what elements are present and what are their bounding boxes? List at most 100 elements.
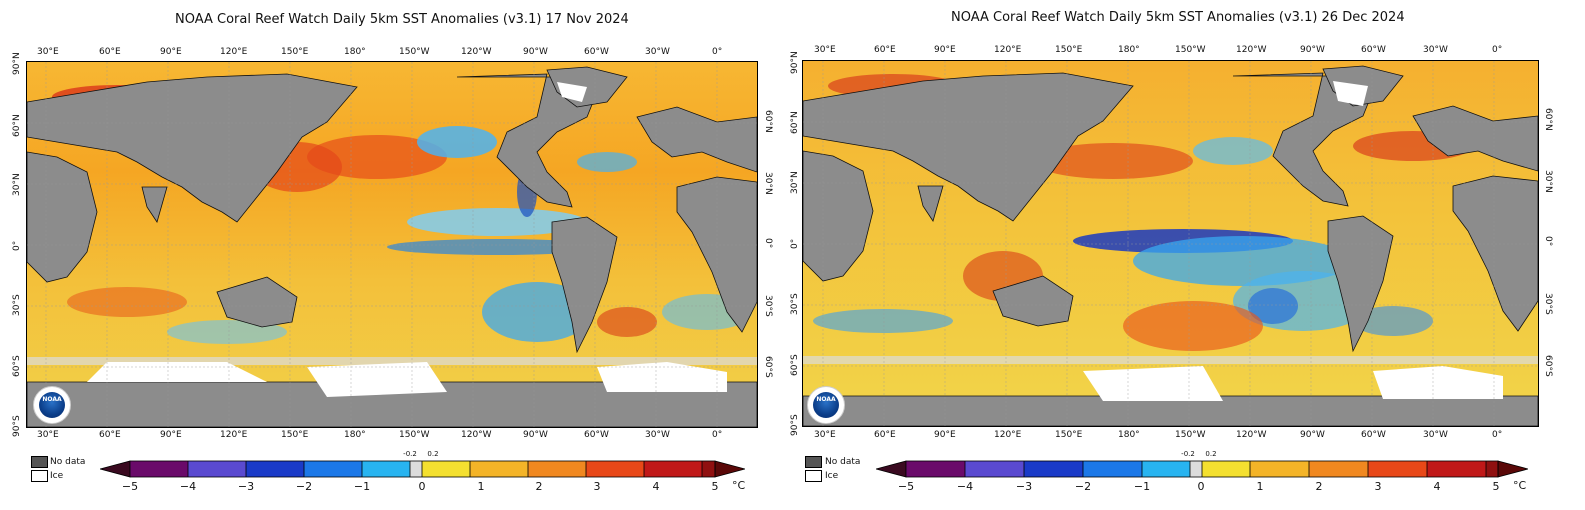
lon-tick: 30°W	[645, 47, 670, 57]
colorbar-tick: 1	[477, 480, 485, 493]
lon-tick: 90°E	[160, 47, 182, 57]
colorbar-tick: 4	[652, 480, 660, 493]
noaa-logo: NOAA	[33, 386, 71, 424]
ice-swatch	[805, 470, 822, 482]
lat-tick: 0°	[1543, 236, 1553, 247]
lon-tick: 180°	[1118, 430, 1140, 440]
colorbar-tick: 4	[1433, 480, 1441, 493]
lat-tick: 30°N	[790, 171, 800, 194]
lat-tick: 60°N	[1543, 108, 1553, 131]
colorbar-tick: 0	[418, 480, 426, 493]
lat-tick: 60°N	[790, 111, 800, 134]
colorbar-tick: 0	[1197, 480, 1205, 493]
sst-anomaly-map: NOAA	[802, 60, 1539, 427]
colorbar-small-tick: -0.2	[1181, 450, 1195, 458]
lon-tick: 180°	[1118, 45, 1140, 55]
colorbar	[876, 460, 1528, 478]
noaa-logo: NOAA	[807, 386, 845, 424]
land	[803, 65, 1538, 426]
lon-tick: 120°E	[220, 47, 248, 57]
lat-tick: 30°S	[790, 293, 800, 315]
lon-tick: 150°W	[399, 47, 430, 57]
no-data-swatch	[31, 456, 48, 468]
lat-tick: 0°	[763, 238, 773, 249]
colorbar-unit: °C	[1513, 479, 1527, 492]
lat-tick: 90°N	[790, 51, 800, 74]
lon-tick: 30°E	[37, 47, 59, 57]
lon-tick: 120°E	[220, 430, 248, 440]
lon-tick: 120°W	[1236, 430, 1267, 440]
lat-tick: 60°S	[1543, 355, 1553, 377]
lon-tick: 150°E	[281, 47, 309, 57]
colorbar	[100, 460, 745, 478]
colorbar-tick: −2	[1074, 480, 1092, 493]
lat-tick: 60°S	[12, 355, 22, 377]
graticule	[27, 62, 757, 427]
colorbar-small-tick: -0.2	[403, 450, 417, 458]
lon-tick: 90°W	[1300, 45, 1325, 55]
map-panel-right: NOAA Coral Reef Watch Daily 5km SST Anom…	[778, 0, 1578, 510]
lon-tick: 0°	[1492, 430, 1503, 440]
lon-tick: 60°W	[584, 430, 609, 440]
lon-tick: 90°E	[934, 430, 956, 440]
lon-tick: 180°	[344, 47, 366, 57]
lat-tick: 60°N	[12, 114, 22, 137]
lon-tick: 180°	[344, 430, 366, 440]
lon-tick: 120°W	[461, 47, 492, 57]
lon-tick: 150°W	[399, 430, 430, 440]
lon-tick: 120°W	[1236, 45, 1267, 55]
colorbar-tick: −2	[295, 480, 313, 493]
lat-tick: 30°N	[12, 173, 22, 196]
colorbar-tick: −1	[353, 480, 371, 493]
lon-tick: 120°W	[461, 430, 492, 440]
lon-tick: 60°E	[874, 430, 896, 440]
map-canvas	[803, 61, 1538, 426]
lat-tick: 60°S	[763, 356, 773, 378]
lon-tick: 30°W	[645, 430, 670, 440]
lon-tick: 60°E	[874, 45, 896, 55]
lon-tick: 60°W	[1361, 430, 1386, 440]
map-canvas	[27, 62, 757, 427]
colorbar-tick: −3	[1015, 480, 1033, 493]
lon-tick: 150°E	[1055, 45, 1083, 55]
ice-label: Ice	[825, 471, 839, 481]
lat-tick: 60°N	[763, 110, 773, 133]
map-panel-left: NOAA Coral Reef Watch Daily 5km SST Anom…	[0, 0, 785, 510]
lon-tick: 60°E	[99, 430, 121, 440]
map-title: NOAA Coral Reef Watch Daily 5km SST Anom…	[951, 10, 1405, 25]
ice-swatch	[31, 470, 48, 482]
lon-tick: 30°E	[37, 430, 59, 440]
noaa-logo-text: NOAA	[816, 396, 836, 403]
colorbar-tick: −4	[179, 480, 197, 493]
colorbar-tick: −5	[121, 480, 139, 493]
lat-tick: 30°S	[12, 294, 22, 316]
colorbar-tick: 5	[1492, 480, 1500, 493]
colorbar-tick: −1	[1133, 480, 1151, 493]
lat-tick: 30°N	[1543, 170, 1553, 193]
colorbar-small-tick: 0.2	[1205, 450, 1217, 458]
lon-tick: 60°E	[99, 47, 121, 57]
lon-tick: 0°	[712, 430, 723, 440]
lat-tick: 30°S	[1543, 293, 1553, 315]
graticule	[803, 61, 1538, 426]
lon-tick: 30°W	[1423, 45, 1448, 55]
lat-tick: 60°S	[790, 354, 800, 376]
lat-tick: 30°S	[763, 295, 773, 317]
lon-tick: 90°W	[523, 430, 548, 440]
no-data-label: No data	[50, 457, 86, 467]
colorbar-unit: °C	[732, 479, 746, 492]
lon-tick: 30°E	[814, 45, 836, 55]
map-title: NOAA Coral Reef Watch Daily 5km SST Anom…	[175, 12, 629, 27]
lon-tick: 30°E	[814, 430, 836, 440]
lon-tick: 90°W	[523, 47, 548, 57]
colorbar-tick: −5	[897, 480, 915, 493]
colorbar-tick: 2	[1315, 480, 1323, 493]
lat-tick: 90°S	[12, 415, 22, 437]
lat-tick: 90°S	[790, 414, 800, 436]
sea-ice	[1083, 81, 1503, 401]
lon-tick: 0°	[1492, 45, 1503, 55]
colorbar-tick: 3	[1374, 480, 1382, 493]
lat-tick: 30°N	[763, 172, 773, 195]
lon-tick: 90°E	[160, 430, 182, 440]
noaa-logo-icon	[813, 392, 839, 418]
